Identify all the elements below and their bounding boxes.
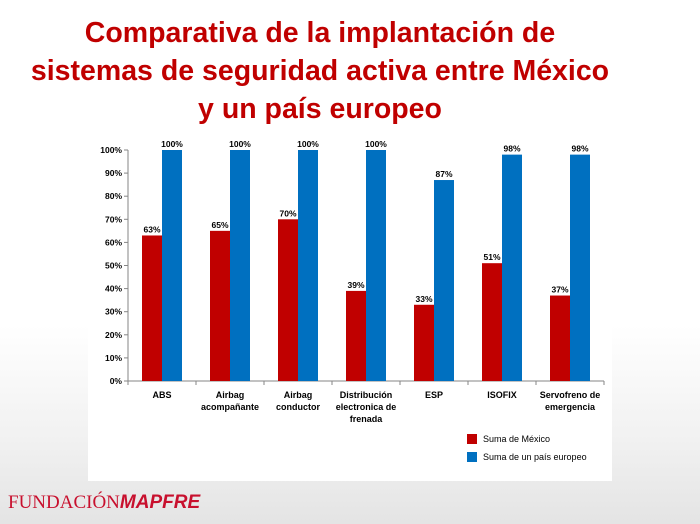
fundacion-mapfre-logo: FUNDACIÓNMAPFRE: [8, 492, 200, 516]
category-label: electronica de: [336, 402, 397, 412]
y-tick-label: 0%: [110, 376, 123, 386]
data-label-europe: 100%: [297, 139, 319, 149]
title-line-2: sistemas de seguridad activa entre Méxic…: [30, 55, 610, 87]
data-label-europe: 87%: [435, 169, 452, 179]
data-label-mexico: 70%: [279, 208, 296, 218]
bar-europe: [230, 150, 250, 381]
legend-label-mexico: Suma de México: [483, 434, 551, 444]
title-line-1: Comparativa de la implantación de: [84, 17, 556, 49]
bar-mexico: [142, 235, 162, 381]
chart-legend: Suma de México Suma de un país europeo: [462, 428, 606, 468]
data-label-mexico: 33%: [415, 294, 432, 304]
y-tick-label: 70%: [105, 214, 122, 224]
bar-europe: [502, 154, 522, 381]
y-tick-label: 50%: [105, 261, 122, 271]
bar-mexico: [346, 290, 366, 381]
bar-mexico: [278, 219, 298, 381]
category-label: ISOFIX: [487, 390, 517, 400]
data-label-mexico: 63%: [143, 224, 160, 234]
bar-europe: [298, 150, 318, 381]
slide-title: Comparativa de la implantación de sistem…: [20, 14, 620, 128]
category-label: Airbag: [284, 390, 313, 400]
bar-europe: [366, 150, 386, 381]
data-label-mexico: 65%: [211, 220, 228, 230]
y-tick-label: 100%: [100, 145, 122, 155]
logo-text-mapfre: MAPFRE: [119, 492, 201, 513]
y-tick-label: 60%: [105, 237, 122, 247]
category-label: frenada: [350, 414, 384, 424]
category-label: acompañante: [201, 402, 259, 412]
bar-chart: 0% 10% 20% 30% 40% 50% 60% 70% 80% 90% 100% 63% 100%…: [100, 139, 605, 424]
y-tick-label: 40%: [105, 284, 122, 294]
data-label-europe: 100%: [161, 139, 183, 149]
bar-mexico: [414, 304, 434, 381]
category-label: emergencia: [545, 402, 596, 412]
y-tick-label: 80%: [105, 191, 122, 201]
data-label-europe: 100%: [365, 139, 387, 149]
category-label: Airbag: [216, 390, 245, 400]
category-label: ESP: [425, 390, 443, 400]
y-tick-label: 30%: [105, 307, 122, 317]
legend-swatch-europe: [467, 452, 477, 462]
legend-label-europe: Suma de un país europeo: [483, 452, 587, 462]
data-label-europe: 100%: [229, 139, 251, 149]
logo-text-fundacion: FUNDACIÓN: [8, 492, 120, 513]
y-tick-label: 10%: [105, 353, 122, 363]
y-tick-label: 90%: [105, 168, 122, 178]
chart-area: 0% 10% 20% 30% 40% 50% 60% 70% 80% 90% 100% 63% 100%…: [88, 136, 612, 481]
bar-mexico: [550, 295, 570, 381]
data-label-europe: 98%: [503, 144, 520, 154]
data-label-mexico: 39%: [347, 280, 364, 290]
category-label: Distribución: [340, 390, 393, 400]
legend-swatch-mexico: [467, 434, 477, 444]
data-label-mexico: 37%: [551, 285, 568, 295]
bar-mexico: [210, 230, 230, 381]
bar-europe: [434, 180, 454, 381]
bar-europe: [570, 154, 590, 381]
category-label: ABS: [152, 390, 171, 400]
title-line-3: y un país europeo: [198, 93, 442, 125]
bar-europe: [162, 150, 182, 381]
bar-mexico: [482, 263, 502, 381]
y-tick-label: 20%: [105, 330, 122, 340]
category-label: Servofreno de: [540, 390, 601, 400]
data-label-europe: 98%: [571, 144, 588, 154]
category-label: conductor: [276, 402, 320, 412]
data-label-mexico: 51%: [483, 252, 500, 262]
